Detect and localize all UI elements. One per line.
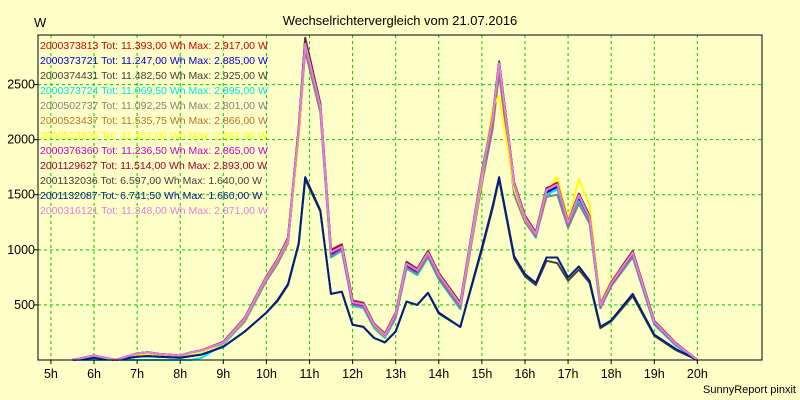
chart-footer: SunnyReport pinxit: [703, 384, 796, 396]
legend: 2000373813 Tot: 11.393,00 Wh Max: 2.917,…: [40, 40, 268, 217]
grid: [38, 35, 762, 360]
legend-entry-11: 2001132087 Tot: 6.741,50 Wh Max: 1.660,0…: [40, 190, 262, 202]
series-lines: [72, 36, 699, 361]
legend-entry-4: 2000373724 Tot: 11.069,50 Wh Max: 2.895,…: [40, 85, 268, 97]
x-tick-label: 5h: [44, 367, 58, 381]
x-tick-label: 7h: [130, 367, 144, 381]
x-tick-label: 9h: [216, 367, 230, 381]
x-tick-label: 12h: [342, 367, 363, 381]
x-tick-label: 14h: [428, 367, 449, 381]
y-tick-label: 1500: [7, 188, 35, 202]
x-tick-label: 15h: [471, 367, 492, 381]
x-tick-label: 11h: [300, 367, 320, 381]
x-tick-label: 20h: [687, 367, 708, 381]
legend-entry-9: 2001129627 Tot: 11.514,00 Wh Max: 2.893,…: [40, 160, 267, 172]
legend-entry-6: 2000523437 Tot: 11.535,75 Wh Max: 2.866,…: [40, 115, 268, 127]
series-line-12: [72, 42, 699, 361]
legend-entry-8: 2000376360 Tot: 11.236,50 Wh Max: 2.865,…: [40, 145, 268, 157]
x-tick-label: 13h: [385, 367, 406, 381]
legend-entry-10: 2001132036 Tot: 6.597,00 Wh Max: 1.640,0…: [40, 175, 262, 187]
x-tick-label: 19h: [644, 367, 665, 381]
x-tick-label: 16h: [515, 367, 536, 381]
series-line-11: [72, 176, 698, 361]
x-tick-label: 18h: [601, 367, 622, 381]
y-axis-unit: W: [34, 15, 47, 30]
y-tick-label: 500: [14, 298, 35, 312]
plot-frame: [37, 34, 763, 361]
y-tick-label: 1000: [7, 243, 35, 257]
y-tick-label: 2500: [7, 78, 35, 92]
x-tick-label: 6h: [87, 367, 101, 381]
legend-entry-5: 2000502737 Tot: 11.092,25 Wh Max: 2.801,…: [40, 100, 268, 112]
axis-ticks: 5h 6h 7h 8h 9h 10h 11h 12h 13h 14h 15h 16h 17h 18h 19h…: [7, 78, 708, 381]
legend-entry-12: 2000316121 Tot: 11.348,00 Wh Max: 2.871,…: [40, 205, 268, 217]
x-tick-label: 17h: [558, 367, 579, 381]
legend-entry-7: 2000523825 Tot: 11.351,00 Wh Max: 2.861,…: [40, 130, 268, 142]
legend-entry-1: 2000373813 Tot: 11.393,00 Wh Max: 2.917,…: [40, 40, 268, 52]
chart-title: Wechselrichtervergleich vom 21.07.2016: [283, 13, 518, 28]
x-tick-label: 10h: [256, 367, 277, 381]
legend-entry-3: 2000374431 Tot: 11.482,50 Wh Max: 2.925,…: [40, 70, 268, 82]
y-tick-label: 2000: [7, 133, 35, 147]
x-tick-label: 8h: [173, 367, 187, 381]
legend-entry-2: 2000373721 Tot: 11.247,00 Wh Max: 2.885,…: [40, 55, 268, 67]
